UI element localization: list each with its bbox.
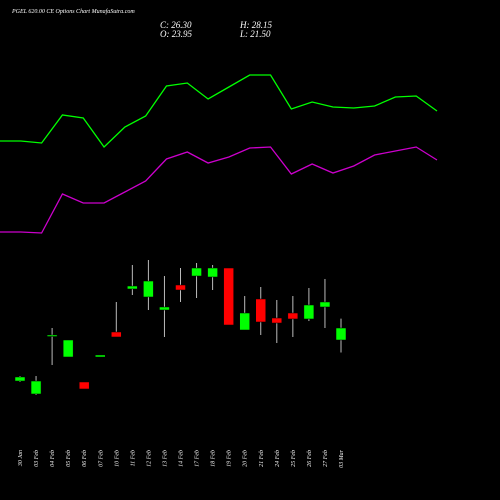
candle-body [255,298,266,323]
line-series [0,74,438,148]
candle-body [30,380,42,395]
low-label: L: 21.50 [239,29,271,39]
open-label: O: 23.95 [160,29,192,39]
x-tick-label: 14 Feb [178,450,185,467]
x-tick-label: 26 Feb [307,450,313,467]
candle-body [335,327,347,341]
x-tick-label: 12 Feb [146,450,152,467]
x-tick-label: 21 Feb [259,450,265,467]
x-tick-label: 05 Feb [66,450,72,467]
x-tick-label: 06 Feb [82,450,88,467]
candle-body [95,354,106,358]
x-tick-label: 17 Feb [195,450,201,467]
candle-body [191,267,202,277]
line-series [0,146,438,234]
candle-body [303,304,315,320]
x-tick-label: 04 Feb [49,450,56,467]
candle-body [271,317,283,324]
x-tick-label: 18 Feb [211,450,217,467]
close-label: C: 26.30 [160,20,192,30]
candle-body [159,306,170,311]
candle-body [14,376,26,382]
candle-body [127,285,138,290]
x-tick-label: 11 Feb [130,450,136,466]
x-tick-label: 30 Jan [18,450,24,467]
x-tick-label: 27 Feb [323,450,329,467]
candle-body [319,301,331,308]
x-tick-label: 03 Feb [34,450,40,467]
chart-title: PGEL 620.00 CE Options Chart MunafaSutra… [11,8,135,15]
candle-body [175,284,186,291]
x-tick-label: 07 Feb [98,450,104,467]
x-tick-label: 25 Feb [291,450,297,467]
candle-body [78,381,90,390]
x-tick-label: 03 Mar [339,449,345,467]
x-tick-label: 13 Feb [162,450,168,467]
candle-body [111,331,122,338]
candle-body [62,339,74,358]
candle-body [223,267,234,326]
x-tick-label: 20 Feb [243,450,249,467]
x-tick-label: 24 Feb [274,450,281,467]
candle-body [143,280,154,298]
candle-body [287,312,299,320]
candle-body [207,267,218,278]
x-tick-label: 19 Feb [227,450,233,467]
candle-body [239,312,250,331]
x-tick-label: 10 Feb [114,450,120,467]
high-label: H: 28.15 [239,20,272,30]
candle-body [46,334,58,337]
